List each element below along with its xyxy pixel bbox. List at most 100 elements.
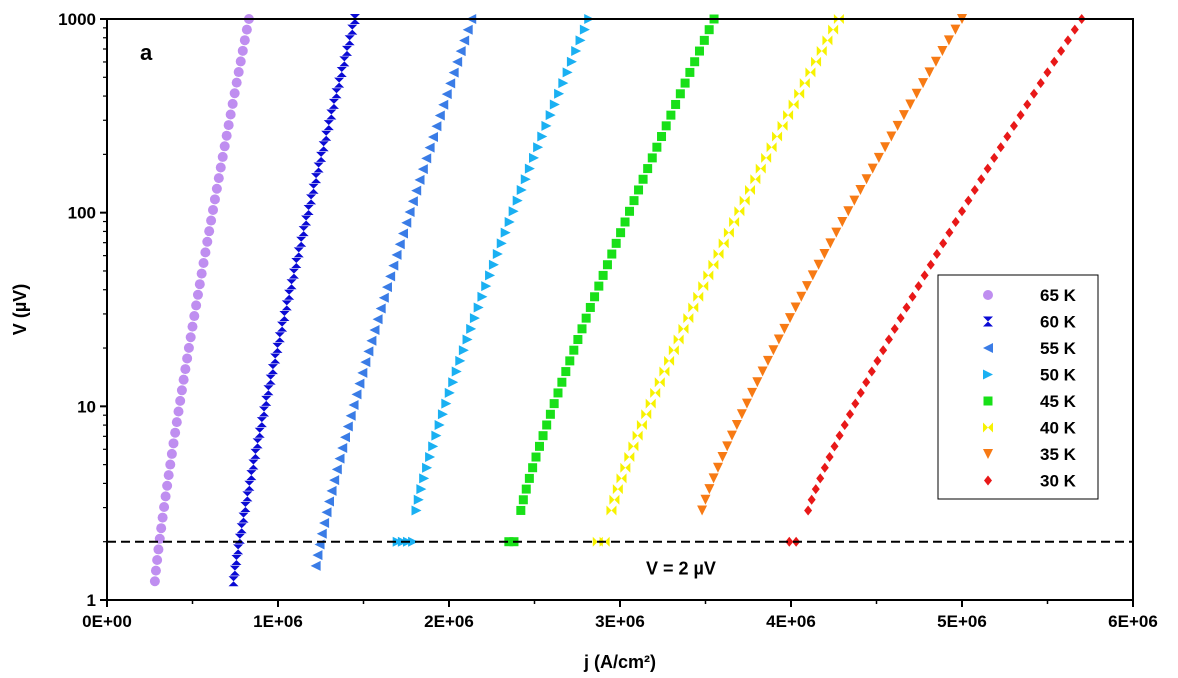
data-point — [344, 35, 355, 46]
data-point — [279, 311, 290, 322]
data-point — [388, 260, 399, 271]
data-point — [678, 323, 689, 334]
data-point — [654, 377, 665, 388]
data-point — [761, 152, 772, 163]
data-point — [458, 345, 469, 356]
data-point — [448, 377, 459, 388]
legend-item: 30 K — [984, 472, 1077, 491]
data-point — [1009, 120, 1018, 131]
data-point — [549, 99, 560, 110]
data-point — [296, 236, 307, 247]
data-point — [977, 174, 986, 185]
data-point — [236, 523, 247, 534]
data-point — [1023, 99, 1032, 110]
data-point — [228, 576, 239, 587]
data-point — [840, 419, 849, 430]
data-point — [369, 324, 380, 335]
legend-marker — [983, 343, 993, 353]
data-point — [914, 281, 923, 292]
data-point — [162, 480, 173, 491]
legend-item: 40 K — [983, 419, 1077, 438]
data-point — [816, 46, 827, 57]
data-point — [308, 183, 319, 194]
data-point — [835, 430, 844, 441]
data-point — [611, 238, 621, 248]
data-point — [930, 56, 941, 67]
data-point — [375, 303, 386, 314]
data-point — [783, 110, 794, 121]
x-tick-label: 2E+06 — [424, 612, 474, 631]
series-60k — [228, 14, 360, 587]
data-point — [198, 257, 209, 268]
data-point — [211, 183, 222, 194]
data-point — [481, 281, 492, 292]
data-point — [351, 389, 362, 400]
data-point — [734, 206, 745, 217]
data-point — [697, 505, 708, 516]
legend-marker — [984, 475, 992, 486]
data-point — [191, 300, 202, 311]
data-point — [261, 395, 272, 406]
data-point — [173, 406, 184, 417]
series-50k — [392, 14, 595, 547]
x-tick-label: 4E+06 — [766, 612, 816, 631]
data-point — [182, 353, 193, 364]
legend-label: 50 K — [1040, 366, 1077, 385]
data-point — [902, 302, 911, 313]
data-point — [180, 364, 191, 375]
data-point — [187, 321, 198, 332]
data-point — [549, 399, 559, 409]
data-point — [434, 419, 445, 430]
data-point — [813, 259, 824, 270]
data-point — [183, 342, 194, 353]
data-point — [541, 120, 552, 131]
data-point — [477, 291, 488, 302]
data-point — [739, 195, 750, 206]
data-point — [964, 195, 973, 206]
data-point — [213, 173, 224, 184]
data-point — [571, 46, 582, 57]
data-point — [150, 565, 161, 576]
data-point — [1003, 131, 1012, 142]
data-point — [267, 364, 278, 375]
data-point — [664, 355, 675, 366]
data-point — [624, 452, 635, 463]
data-point — [680, 78, 690, 88]
data-point — [347, 24, 358, 35]
data-point — [750, 174, 761, 185]
data-point — [983, 163, 992, 174]
data-point — [920, 270, 929, 281]
data-point — [424, 142, 435, 153]
data-point — [694, 46, 704, 56]
x-tick-label: 6E+06 — [1108, 612, 1158, 631]
reference-line-label: V = 2 µV — [646, 559, 716, 579]
data-point — [334, 453, 345, 464]
legend-marker — [983, 449, 993, 459]
data-point — [157, 512, 168, 523]
data-point — [713, 249, 724, 260]
data-point — [303, 204, 314, 215]
data-point — [577, 324, 587, 334]
data-point — [392, 536, 403, 547]
data-point — [590, 292, 600, 302]
data-point — [462, 24, 473, 35]
data-point — [259, 406, 270, 417]
data-point — [524, 473, 534, 483]
data-point — [416, 484, 427, 495]
data-point — [699, 35, 709, 45]
data-point — [348, 400, 359, 411]
data-point — [250, 448, 261, 459]
axes: 0E+00 1E+06 2E+06 3E+06 4E+06 5E+06 6E+06 1 10 10… — [58, 10, 1158, 631]
data-point — [504, 216, 515, 227]
legend-item: 55 K — [983, 339, 1077, 358]
data-point — [240, 501, 251, 512]
data-point — [378, 292, 389, 303]
data-point — [357, 367, 368, 378]
data-point — [326, 109, 337, 120]
data-point — [785, 536, 794, 547]
data-point — [620, 217, 630, 227]
data-point — [293, 247, 304, 258]
data-point — [331, 88, 342, 99]
data-point — [508, 206, 519, 217]
data-point — [270, 353, 281, 364]
